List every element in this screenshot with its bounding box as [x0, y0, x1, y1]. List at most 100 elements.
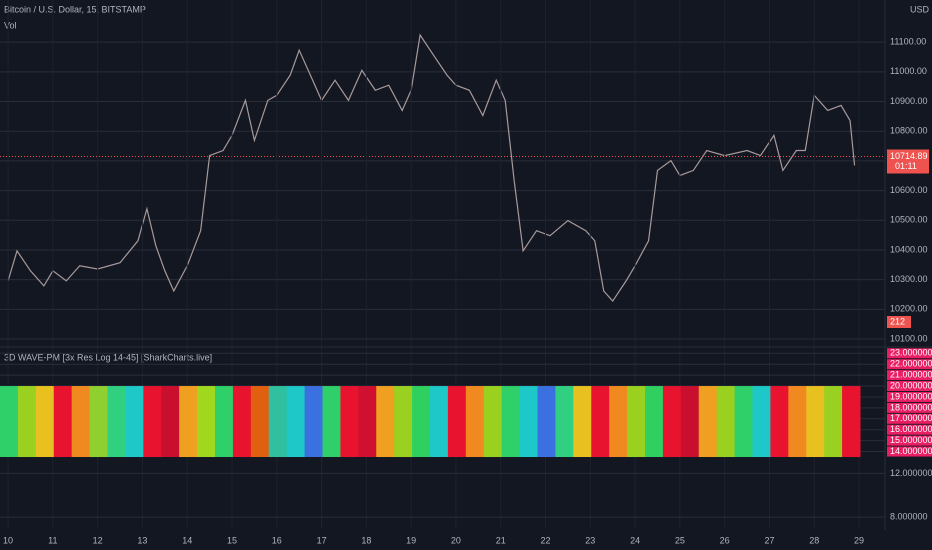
x-tick-label: 17	[317, 535, 327, 545]
x-tick-label: 26	[720, 535, 730, 545]
x-tick-label: 28	[809, 535, 819, 545]
wave-stripe	[376, 386, 395, 458]
y-tick-label: 21.000000	[890, 369, 932, 379]
tick-label-box	[887, 359, 932, 370]
y-tick-label: 10900.00	[890, 96, 928, 106]
wave-stripe	[591, 386, 610, 458]
wave-stripe	[788, 386, 807, 458]
y-tick-label: 8.000000	[890, 511, 928, 521]
x-tick-label: 11	[48, 535, 57, 545]
x-tick-label: 10	[3, 535, 13, 545]
y-tick-label: 23.000000	[890, 348, 932, 358]
price-line	[7, 33, 856, 303]
tick-label-box	[887, 424, 932, 435]
wave-stripe	[465, 386, 485, 458]
wave-stripe	[662, 386, 682, 458]
y-tick-label: 10100.00	[890, 333, 928, 343]
wave-stripe	[340, 386, 359, 458]
wave-stripe	[17, 386, 37, 458]
wave-stripe	[698, 386, 718, 458]
wave-stripe	[286, 386, 306, 458]
x-tick-label: 20	[451, 535, 461, 545]
y-unit: USD	[910, 4, 930, 14]
x-tick-label: 14	[182, 535, 192, 545]
wave-stripe	[179, 386, 198, 458]
x-tick-label: 13	[137, 535, 147, 545]
last-price-box	[887, 149, 929, 174]
wave-stripe	[358, 386, 377, 458]
wave-stripe	[161, 386, 180, 458]
x-tick-label: 21	[496, 535, 506, 545]
wave-stripe	[842, 386, 861, 458]
wave-stripe	[824, 386, 843, 458]
wave-stripe	[322, 386, 341, 458]
x-tick-label: 25	[675, 535, 685, 545]
wave-stripe	[680, 386, 700, 458]
x-tick-label: 18	[361, 535, 371, 545]
wave-stripe	[519, 386, 538, 458]
y-tick-label: 11000.00	[890, 66, 927, 76]
wave-stripe	[304, 386, 323, 458]
x-tick-label: 22	[541, 535, 551, 545]
wave-stripe	[125, 386, 144, 458]
chart-subtitle: Vol	[4, 20, 17, 30]
wave-stripe	[627, 386, 646, 458]
y-tick-label: 10300.00	[890, 274, 928, 284]
wave-stripe	[537, 386, 556, 458]
wave-stripe	[734, 386, 753, 458]
y-tick-label: 14.000000	[890, 446, 932, 456]
wave-stripe	[268, 386, 288, 458]
wave-stripe	[89, 386, 108, 458]
y-tick-label: 19.000000	[890, 391, 932, 401]
wave-stripe	[770, 386, 789, 458]
tick-label-box	[887, 348, 932, 359]
x-tick-label: 16	[272, 535, 282, 545]
tick-label-box	[887, 370, 932, 381]
indicator-title: 3D WAVE-PM [3x Res Log 14-45] [SharkChar…	[4, 352, 212, 362]
wave-stripe	[447, 386, 467, 458]
tick-label-box	[887, 413, 932, 424]
wave-stripe	[430, 386, 449, 458]
volume-label: 212	[890, 316, 905, 326]
y-tick-label: 10600.00	[890, 185, 928, 195]
wave-stripe	[197, 386, 216, 458]
x-tick-label: 15	[227, 535, 237, 545]
x-tick-label: 12	[93, 535, 103, 545]
y-tick-label: 10800.00	[890, 126, 928, 136]
wave-stripe	[609, 386, 628, 458]
wave-stripe	[806, 386, 825, 458]
wave-stripe	[232, 386, 252, 458]
last-price-label: 10714.89	[890, 151, 928, 161]
tick-label-box	[887, 402, 932, 413]
wave-stripe	[555, 386, 574, 458]
wave-stripe	[573, 386, 592, 458]
y-tick-label: 10200.00	[890, 304, 928, 314]
wave-stripe	[752, 386, 771, 458]
y-tick-label: 17.000000	[890, 413, 932, 423]
wave-stripe	[0, 386, 19, 458]
y-tick-label: 16.000000	[890, 424, 932, 434]
y-tick-label: 11100.00	[890, 37, 926, 47]
wave-stripe	[143, 386, 162, 458]
wave-stripe	[215, 386, 234, 458]
tick-label-box	[887, 381, 932, 392]
chart-title: Bitcoin / U.S. Dollar, 15, BITSTAMP	[4, 4, 146, 14]
x-tick-label: 23	[585, 535, 595, 545]
wave-stripe	[412, 386, 431, 458]
y-tick-label: 12.000000	[890, 468, 932, 478]
wave-stripe	[394, 386, 413, 458]
wave-stripe	[501, 386, 521, 458]
y-tick-label: 10400.00	[890, 244, 928, 254]
x-tick-label: 29	[854, 535, 864, 545]
wave-stripe	[645, 386, 664, 458]
wave-stripe	[716, 386, 736, 458]
y-tick-label: 10500.00	[890, 215, 928, 225]
volume-box	[887, 316, 911, 328]
wave-stripe	[71, 386, 91, 458]
wave-stripe	[107, 386, 126, 458]
tick-label-box	[887, 446, 932, 457]
y-tick-label: 15.000000	[890, 435, 932, 445]
tick-label-box	[887, 391, 932, 402]
wave-stripe	[35, 386, 55, 458]
